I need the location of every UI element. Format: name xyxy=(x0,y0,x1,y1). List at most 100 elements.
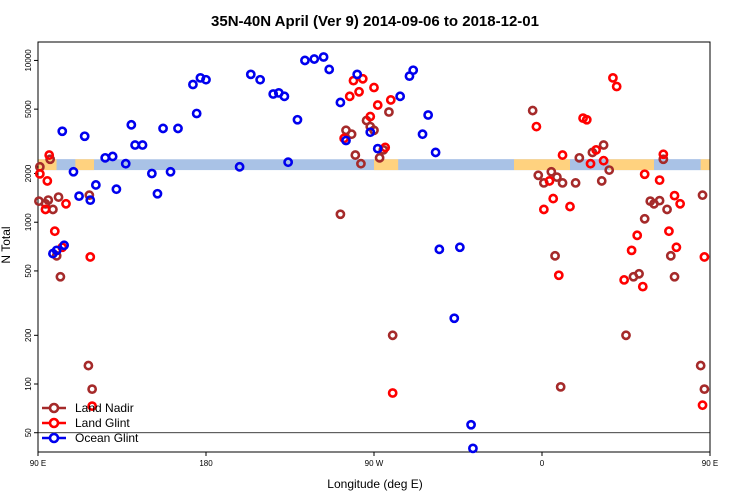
data-point xyxy=(697,400,708,411)
data-point xyxy=(585,158,596,169)
data-point xyxy=(395,91,406,102)
data-point xyxy=(608,72,618,83)
data-point xyxy=(654,195,665,206)
data-point xyxy=(255,74,266,85)
data-point xyxy=(365,127,376,138)
data-point xyxy=(279,91,290,102)
data-point xyxy=(555,381,566,392)
data-point xyxy=(669,271,680,282)
data-point xyxy=(695,360,706,371)
data-point xyxy=(120,158,131,169)
data-point xyxy=(637,281,648,292)
data-point xyxy=(87,401,98,412)
legend-label: Land Glint xyxy=(75,416,130,430)
data-point xyxy=(570,178,581,188)
x-tick-label: 0 xyxy=(540,459,545,468)
x-tick-label: 90 E xyxy=(30,459,46,468)
band-segment xyxy=(514,159,570,171)
data-point xyxy=(598,140,609,150)
data-point xyxy=(356,158,366,169)
data-point xyxy=(639,169,650,180)
band-segment xyxy=(374,159,399,171)
data-point xyxy=(591,144,602,155)
data-point xyxy=(632,230,643,241)
data-point xyxy=(49,226,60,237)
data-point xyxy=(309,54,320,64)
data-point xyxy=(318,52,329,62)
data-point xyxy=(423,110,434,120)
data-point xyxy=(369,82,379,93)
band-segment xyxy=(398,159,514,171)
data-point xyxy=(87,384,98,395)
y-tick-label: 50 xyxy=(24,428,33,437)
data-point xyxy=(292,114,303,125)
data-point xyxy=(79,131,90,142)
data-point xyxy=(324,64,335,75)
data-point xyxy=(146,168,157,179)
data-point xyxy=(372,100,383,110)
data-point xyxy=(90,180,101,190)
data-point xyxy=(434,244,445,255)
data-point xyxy=(548,193,559,204)
data-point xyxy=(45,154,56,165)
data-point xyxy=(53,192,64,202)
data-point xyxy=(201,74,211,85)
x-axis-label: Longitude (deg E) xyxy=(327,477,422,491)
legend-marker xyxy=(48,402,60,414)
data-point xyxy=(385,95,396,105)
data-point xyxy=(527,105,538,116)
data-point xyxy=(43,195,54,206)
data-point xyxy=(42,176,53,186)
data-point xyxy=(634,268,644,279)
band-segment xyxy=(75,159,94,171)
data-point xyxy=(669,190,680,201)
y-tick-label: 200 xyxy=(24,328,33,342)
data-point xyxy=(531,121,542,132)
data-point xyxy=(344,91,355,102)
data-point xyxy=(468,443,478,454)
data-point xyxy=(85,252,96,262)
data-point xyxy=(300,55,310,66)
chart-title: 35N-40N April (Ver 9) 2014-09-06 to 2018… xyxy=(211,13,539,30)
data-point xyxy=(173,123,183,134)
data-point xyxy=(374,152,385,163)
data-point xyxy=(552,172,562,183)
y-tick-label: 1000 xyxy=(24,213,33,231)
band-segment xyxy=(570,159,610,171)
data-point xyxy=(137,140,148,150)
data-point xyxy=(387,330,398,341)
data-point xyxy=(639,213,650,224)
data-point xyxy=(662,204,672,215)
data-point xyxy=(352,69,363,80)
data-point xyxy=(191,108,202,119)
data-point xyxy=(611,81,622,92)
band-segment xyxy=(654,159,701,171)
data-point xyxy=(152,188,163,199)
data-point xyxy=(85,195,96,206)
data-point xyxy=(59,240,70,251)
y-tick-label: 500 xyxy=(24,264,33,278)
data-point xyxy=(654,175,665,186)
data-point xyxy=(335,97,346,108)
data-point xyxy=(621,330,631,341)
plot-area: 50 100 200 500 1000 2000 5000 10000 90 E 180 90 W 0… xyxy=(24,41,718,468)
data-point xyxy=(387,388,398,398)
data-point xyxy=(111,184,122,195)
data-point xyxy=(346,129,357,140)
data-point xyxy=(283,157,294,168)
data-point xyxy=(658,149,669,160)
data-point xyxy=(697,190,708,201)
y-axis-label: N Total xyxy=(0,226,13,263)
data-point xyxy=(126,119,137,130)
data-point xyxy=(40,204,51,215)
data-point xyxy=(61,198,71,209)
data-point xyxy=(188,79,198,90)
data-point xyxy=(553,270,564,281)
legend-label: Land Nadir xyxy=(75,401,134,415)
data-point xyxy=(454,242,465,253)
data-point xyxy=(384,107,394,117)
data-point xyxy=(100,152,111,163)
band-group xyxy=(38,159,710,171)
y-tick-label: 5000 xyxy=(24,100,33,118)
